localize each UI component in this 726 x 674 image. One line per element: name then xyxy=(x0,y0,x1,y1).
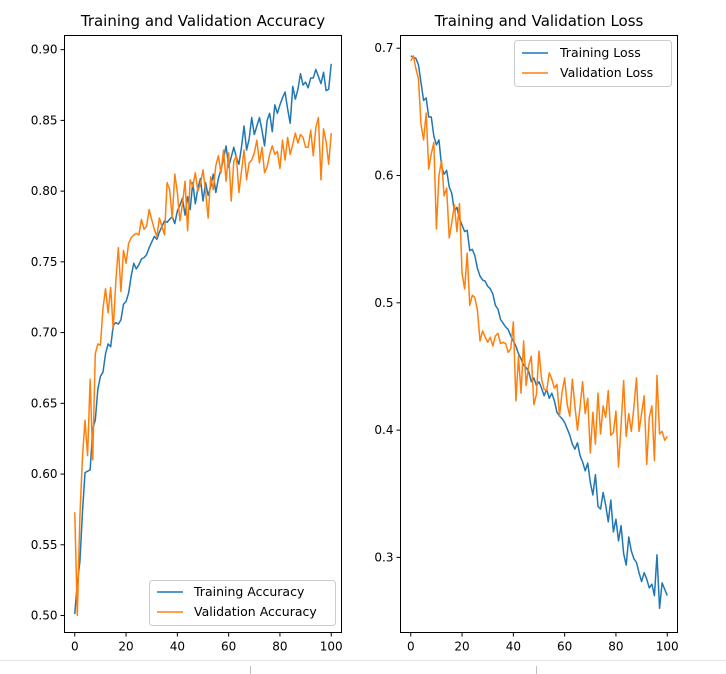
loss-series-layer xyxy=(410,55,668,610)
accuracy-y-tick-label: 0.70 xyxy=(31,326,58,340)
bottom-mark-right xyxy=(536,666,537,674)
accuracy-y-tick-label: 0.80 xyxy=(31,184,58,198)
legend-label-validation-loss: Validation Loss xyxy=(560,65,653,80)
legend-label-training-accuracy: Training Accuracy xyxy=(193,584,305,599)
loss-x-tick-label: 100 xyxy=(656,640,679,654)
loss-y-tick-label: 0.6 xyxy=(374,169,393,183)
series-line-training-accuracy xyxy=(74,63,332,615)
legend-label-validation-accuracy: Validation Accuracy xyxy=(194,604,317,619)
accuracy-axes: 0 20 40 60 80 100 0.50 0.55 0.60 0.65 0.70 0.75 0.80… xyxy=(31,43,343,654)
accuracy-x-tick-label: 0 xyxy=(71,640,79,654)
series-line-validation-loss xyxy=(410,55,668,468)
series-line-training-loss xyxy=(410,55,668,610)
loss-chart-title: Training and Validation Loss xyxy=(434,12,644,30)
accuracy-x-tick-label: 40 xyxy=(170,640,185,654)
loss-y-tick-label: 0.7 xyxy=(374,41,393,55)
loss-y-tick-label: 0.5 xyxy=(374,296,393,310)
series-line-validation-accuracy xyxy=(74,116,332,617)
loss-axes: 0 20 40 60 80 100 0.3 0.4 0.5 0.6 0.7 xyxy=(374,41,678,653)
bottom-divider xyxy=(0,660,726,661)
accuracy-y-tick-label: 0.90 xyxy=(31,43,58,57)
accuracy-y-tick-label: 0.85 xyxy=(31,113,58,127)
accuracy-y-tick-label: 0.65 xyxy=(31,396,58,410)
accuracy-legend-box xyxy=(149,580,336,626)
loss-x-tick-label: 80 xyxy=(608,640,623,654)
accuracy-x-tick-label: 20 xyxy=(118,640,133,654)
loss-plot-frame xyxy=(400,35,678,633)
loss-x-tick-label: 40 xyxy=(506,640,521,654)
accuracy-legend: Training Accuracy Validation Accuracy xyxy=(149,580,336,626)
accuracy-chart: Training and Validation Accuracy 0 20 40 60… xyxy=(31,12,343,654)
loss-legend: Training Loss Validation Loss xyxy=(514,40,672,87)
loss-legend-box xyxy=(514,40,672,87)
loss-y-tick-label: 0.4 xyxy=(374,423,393,437)
accuracy-y-tick-label: 0.50 xyxy=(31,609,58,623)
loss-x-tick-label: 20 xyxy=(454,640,469,654)
legend-label-training-loss: Training Loss xyxy=(559,45,641,60)
accuracy-series-layer xyxy=(74,63,332,617)
accuracy-x-tick-label: 100 xyxy=(320,640,343,654)
accuracy-y-tick-label: 0.75 xyxy=(31,255,58,269)
accuracy-y-tick-label: 0.60 xyxy=(31,467,58,481)
loss-x-tick-label: 60 xyxy=(557,640,572,654)
accuracy-plot-frame xyxy=(64,35,342,633)
bottom-mark-left xyxy=(250,666,251,674)
accuracy-x-tick-label: 80 xyxy=(272,640,287,654)
accuracy-x-tick-label: 60 xyxy=(221,640,236,654)
loss-x-tick-label: 0 xyxy=(407,640,415,654)
accuracy-chart-title: Training and Validation Accuracy xyxy=(80,12,325,30)
loss-y-tick-label: 0.3 xyxy=(374,550,393,564)
accuracy-y-tick-label: 0.55 xyxy=(31,538,58,552)
loss-chart: Training and Validation Loss 0 20 40 60 80 10… xyxy=(374,12,678,654)
